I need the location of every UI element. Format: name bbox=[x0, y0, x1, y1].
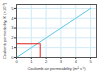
svg-text:3: 3 bbox=[60, 59, 63, 64]
svg-text:4: 4 bbox=[11, 16, 14, 21]
svg-text:4: 4 bbox=[75, 59, 78, 64]
svg-text:3: 3 bbox=[11, 25, 14, 30]
svg-text:1: 1 bbox=[11, 45, 14, 50]
svg-text:5: 5 bbox=[89, 59, 92, 64]
svg-text:2: 2 bbox=[45, 59, 48, 64]
svg-text:0: 0 bbox=[11, 55, 14, 60]
svg-text:0: 0 bbox=[15, 59, 18, 64]
svg-text:5: 5 bbox=[11, 6, 14, 11]
svg-text:Coulomb air permeability (m² s: Coulomb air permeability (m² s⁻¹) bbox=[27, 66, 86, 71]
svg-text:2: 2 bbox=[11, 35, 14, 40]
svg-text:Coulomb permeability, K (×10⁻³: Coulomb permeability, K (×10⁻³) bbox=[2, 2, 7, 59]
svg-text:1: 1 bbox=[30, 59, 33, 64]
